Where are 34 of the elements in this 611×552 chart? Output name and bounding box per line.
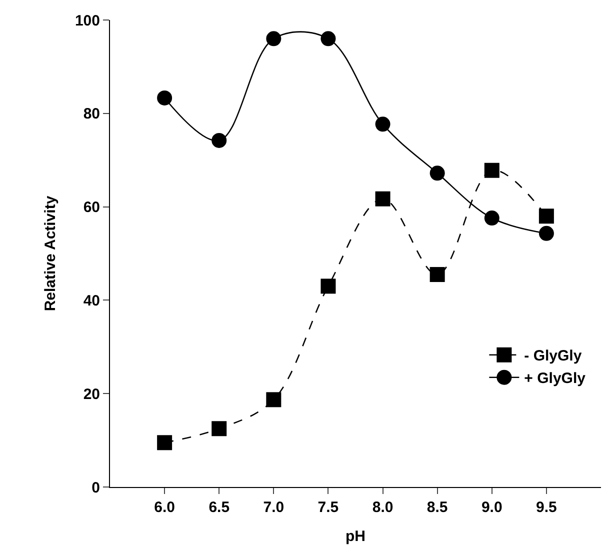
point — [320, 31, 336, 46]
point — [266, 392, 282, 408]
point — [430, 166, 445, 181]
point — [212, 132, 227, 148]
point — [375, 116, 390, 132]
x-tick-label: 9.0 — [481, 499, 502, 516]
legend-label: - GlyGly — [524, 348, 582, 365]
point — [320, 278, 336, 294]
point — [266, 31, 282, 46]
x-tick-label: 7.5 — [318, 499, 339, 516]
y-tick-label: 40 — [83, 292, 100, 310]
y-tick-label: 80 — [83, 106, 100, 123]
x-tick-label: 8.5 — [426, 499, 448, 516]
point — [538, 208, 554, 224]
point — [375, 191, 390, 206]
point — [484, 210, 500, 226]
x-tick-label: 8.0 — [372, 499, 394, 516]
x-tick-label: 9.5 — [536, 499, 557, 516]
x-tick-label: 7.0 — [263, 499, 284, 516]
x-tick-label: 6.0 — [154, 499, 175, 516]
point — [212, 421, 227, 436]
y-tick-label: 60 — [83, 199, 100, 216]
point — [538, 226, 554, 241]
point — [157, 435, 172, 450]
y-tick-label: 20 — [83, 386, 100, 403]
point — [157, 90, 172, 106]
x-axis-title: pH — [346, 528, 366, 545]
point — [484, 162, 500, 178]
y-tick-label: 0 — [92, 479, 100, 496]
point — [430, 267, 445, 282]
y-axis-title: Relative Activity — [42, 195, 60, 312]
legend-label: + GlyGly — [524, 370, 586, 388]
x-tick-label: 6.5 — [208, 499, 230, 516]
y-tick-label: 100 — [74, 12, 100, 30]
